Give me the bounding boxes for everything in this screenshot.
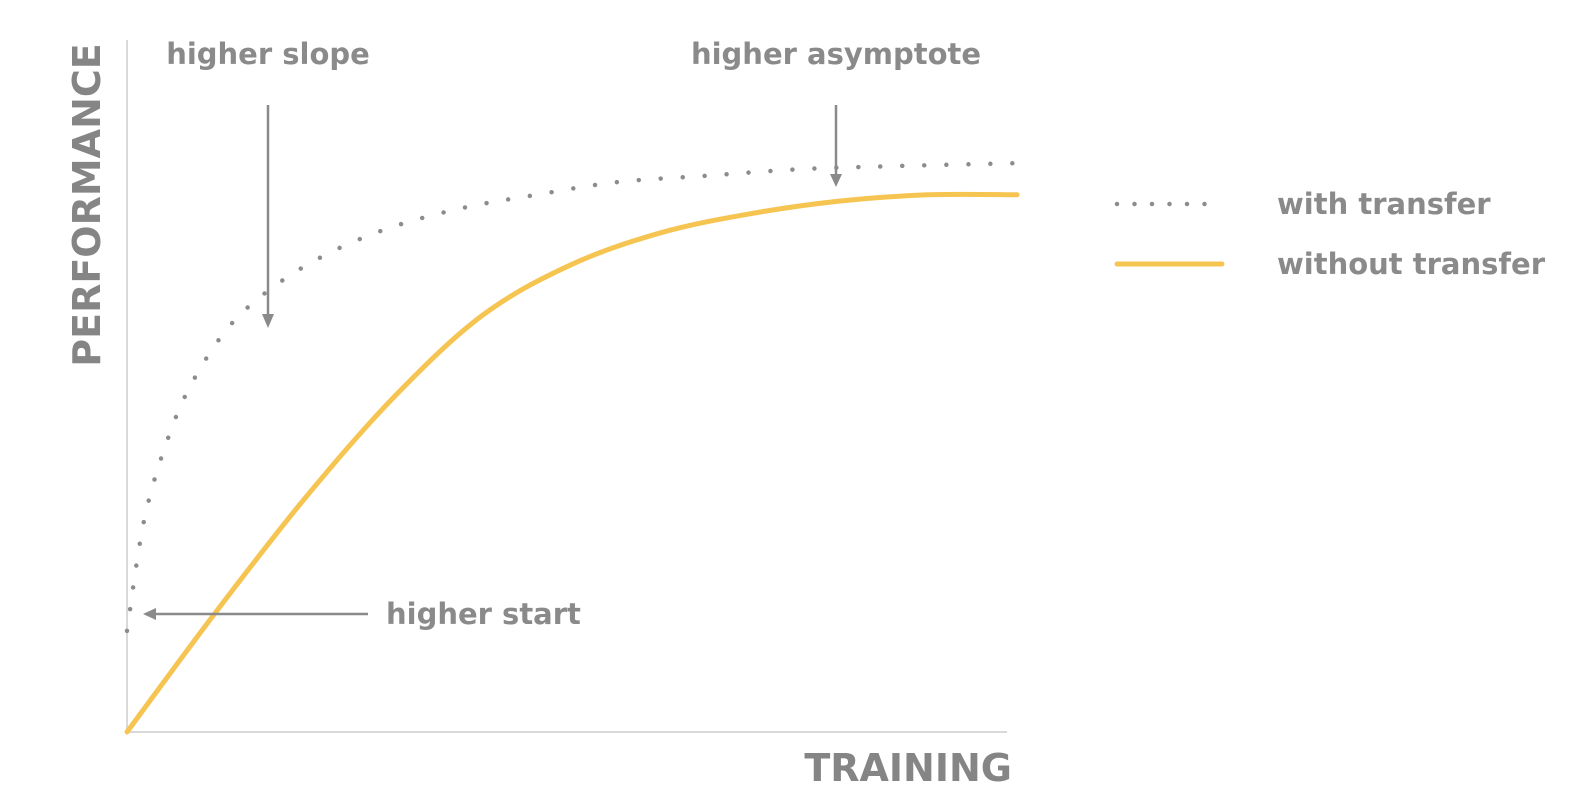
annotation-higher-slope: higher slope [166, 37, 370, 71]
annotation-higher-start: higher start [386, 597, 581, 631]
annotation-higher-asymptote: higher asymptote [691, 37, 981, 71]
arrow-head-icon [262, 314, 274, 328]
legend-label-without-transfer: without transfer [1277, 247, 1546, 281]
y-axis-label: PERFORMANCE [65, 43, 109, 366]
arrow-head-icon [830, 174, 842, 187]
legend: with transfer without transfer [1114, 187, 1546, 281]
legend-label-with-transfer: with transfer [1277, 187, 1491, 221]
arrow-head-icon [143, 608, 156, 620]
series-line-without-transfer [124, 191, 1020, 735]
x-axis-label: TRAINING [804, 746, 1012, 790]
series-line-with-transfer [124, 160, 1020, 634]
annotation-arrows [143, 105, 842, 620]
